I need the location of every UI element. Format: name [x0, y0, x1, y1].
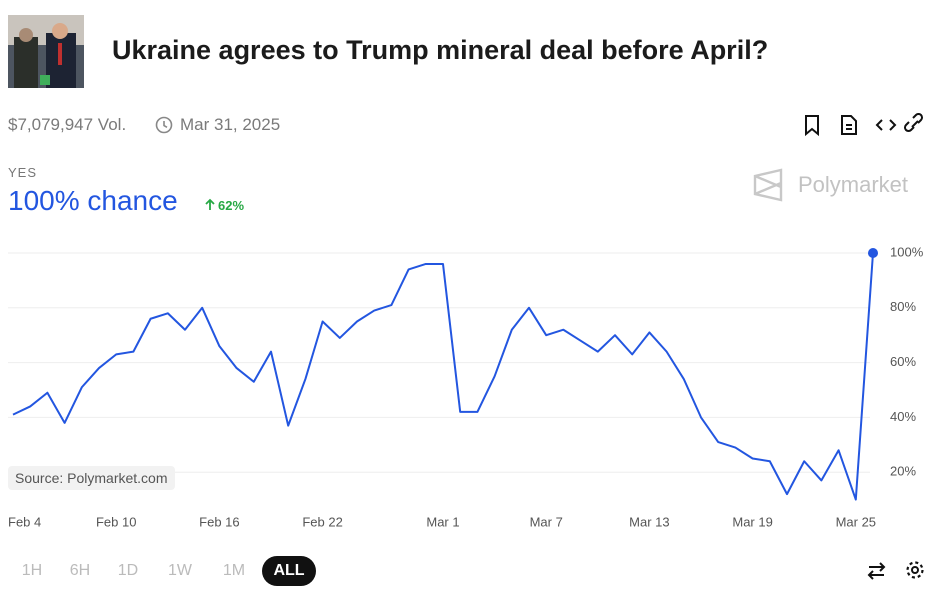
range-button[interactable]: 1W [168, 562, 192, 579]
x-tick-label: Feb 16 [199, 514, 239, 529]
volume: $7,079,947 Vol. [8, 115, 127, 134]
outcome-label: YES [8, 165, 38, 180]
y-tick-label: 60% [890, 354, 916, 369]
range-button[interactable]: 1D [117, 562, 139, 579]
y-tick-label: 40% [890, 409, 916, 424]
end-date: Mar 31, 2025 [180, 115, 281, 134]
brand-name: Polymarket [798, 172, 909, 197]
x-tick-label: Mar 19 [732, 514, 772, 529]
source-label: Source: Polymarket.com [8, 466, 175, 490]
y-tick-label: 80% [890, 299, 916, 314]
range-button[interactable]: ALL [262, 556, 316, 586]
chart-controls[interactable] [866, 559, 930, 583]
action-icons[interactable] [802, 113, 932, 137]
x-tick-label: Feb 4 [8, 514, 41, 529]
last-point [868, 248, 878, 258]
market-title: Ukraine agrees to Trump mineral deal bef… [112, 35, 769, 65]
y-tick-label: 100% [890, 244, 924, 259]
y-tick-label: 20% [890, 464, 916, 479]
x-tick-label: Mar 7 [530, 514, 563, 529]
clock-icon [155, 116, 173, 134]
chance: 100% chance [8, 185, 178, 216]
x-tick-label: Feb 10 [96, 514, 136, 529]
change: 62% [218, 198, 245, 213]
x-tick-label: Mar 13 [629, 514, 669, 529]
brand-logo [753, 168, 783, 202]
x-tick-label: Mar 25 [836, 514, 876, 529]
up-arrow [205, 198, 215, 210]
range-button[interactable]: 6H [69, 562, 91, 579]
x-tick-label: Feb 22 [302, 514, 342, 529]
market-thumbnail [8, 15, 84, 88]
range-button[interactable]: 1M [222, 562, 246, 579]
x-tick-label: Mar 1 [426, 514, 459, 529]
price-line [12, 252, 874, 501]
range-button[interactable]: 1H [21, 562, 43, 579]
